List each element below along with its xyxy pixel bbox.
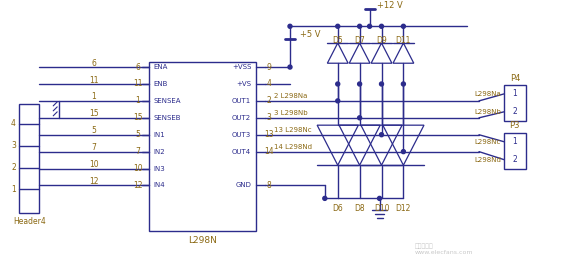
Circle shape [380, 133, 384, 137]
Circle shape [358, 24, 362, 28]
Circle shape [377, 196, 381, 200]
Text: D7: D7 [354, 36, 365, 45]
Text: 2 L298Na: 2 L298Na [274, 93, 308, 99]
Circle shape [401, 82, 406, 86]
Text: 7: 7 [92, 143, 96, 152]
Text: 12: 12 [89, 177, 98, 186]
Text: 5: 5 [135, 130, 140, 139]
Circle shape [336, 82, 340, 86]
Circle shape [401, 24, 406, 28]
Bar [149, 62, 256, 231]
Text: 8: 8 [267, 181, 271, 190]
Circle shape [380, 24, 384, 28]
Text: 12: 12 [133, 181, 142, 190]
Text: P4: P4 [510, 73, 520, 82]
Text: +5 V: +5 V [300, 30, 320, 39]
Text: IN3: IN3 [154, 165, 165, 171]
Text: OUT1: OUT1 [232, 98, 251, 104]
Text: 10: 10 [133, 164, 143, 173]
Text: ENA: ENA [154, 64, 168, 70]
Text: 电子发烧友
www.elecfans.com: 电子发烧友 www.elecfans.com [414, 244, 473, 255]
Text: D12: D12 [396, 204, 411, 213]
Circle shape [367, 24, 372, 28]
Circle shape [336, 99, 340, 103]
Text: 1: 1 [513, 90, 517, 99]
Circle shape [288, 24, 292, 28]
Circle shape [288, 65, 292, 69]
Text: 1: 1 [135, 96, 140, 105]
Bar [504, 85, 526, 121]
Text: OUT3: OUT3 [232, 132, 251, 138]
Text: 15: 15 [89, 109, 99, 118]
Text: 4: 4 [267, 79, 271, 88]
Circle shape [401, 150, 406, 154]
Text: 5: 5 [92, 126, 96, 135]
Circle shape [358, 116, 362, 120]
Text: 1: 1 [11, 185, 16, 194]
Text: OUT2: OUT2 [232, 115, 251, 121]
Text: 2: 2 [267, 96, 271, 105]
Text: 14: 14 [264, 147, 274, 156]
Text: D11: D11 [396, 36, 411, 45]
Text: 3: 3 [11, 141, 16, 150]
Text: D6: D6 [332, 204, 343, 213]
Text: L298Nd: L298Nd [474, 157, 501, 163]
Text: IN1: IN1 [154, 132, 165, 138]
Circle shape [323, 196, 327, 200]
Text: IN4: IN4 [154, 182, 165, 188]
Text: OUT4: OUT4 [232, 149, 251, 155]
Circle shape [358, 82, 362, 86]
Text: L298N: L298N [188, 236, 217, 245]
Text: SENSEB: SENSEB [154, 115, 181, 121]
Text: 13: 13 [264, 130, 274, 139]
Circle shape [336, 24, 340, 28]
Text: L298Nb: L298Nb [474, 109, 501, 115]
Text: P3: P3 [510, 121, 520, 130]
Bar [20, 104, 39, 213]
Text: +VSS: +VSS [232, 64, 251, 70]
Text: D9: D9 [376, 36, 387, 45]
Text: L298Nc: L298Nc [475, 139, 501, 145]
Text: 6: 6 [92, 59, 96, 68]
Text: 9: 9 [267, 63, 271, 72]
Text: D5: D5 [332, 36, 343, 45]
Text: IN2: IN2 [154, 149, 165, 155]
Text: L298Na: L298Na [474, 91, 501, 97]
Text: 2: 2 [513, 155, 517, 164]
Text: 6: 6 [135, 63, 140, 72]
Text: 15: 15 [133, 113, 143, 122]
Text: GND: GND [236, 182, 251, 188]
Circle shape [380, 82, 384, 86]
Text: 10: 10 [89, 160, 99, 169]
Text: 2: 2 [11, 163, 16, 172]
Bar [504, 133, 526, 168]
Text: 1: 1 [513, 137, 517, 146]
Text: SENSEA: SENSEA [154, 98, 181, 104]
Text: 3 L298Nb: 3 L298Nb [274, 110, 308, 116]
Text: 14 L298Nd: 14 L298Nd [274, 144, 312, 150]
Text: 13 L298Nc: 13 L298Nc [274, 127, 312, 133]
Text: 2: 2 [513, 107, 517, 116]
Text: +12 V: +12 V [377, 1, 403, 10]
Text: ENB: ENB [154, 81, 168, 87]
Text: +VS: +VS [236, 81, 251, 87]
Text: 11: 11 [89, 76, 98, 85]
Text: 11: 11 [133, 79, 142, 88]
Text: D8: D8 [354, 204, 365, 213]
Text: 7: 7 [135, 147, 140, 156]
Text: D10: D10 [374, 204, 389, 213]
Text: 3: 3 [267, 113, 271, 122]
Text: 4: 4 [11, 119, 16, 128]
Text: Header4: Header4 [13, 217, 46, 226]
Text: 1: 1 [92, 93, 96, 102]
